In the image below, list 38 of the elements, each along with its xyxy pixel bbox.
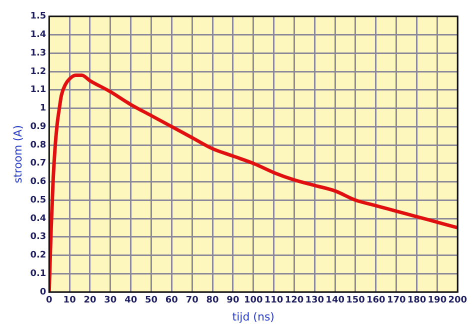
x-tick-label: 50: [144, 296, 158, 306]
x-tick-label: 70: [186, 296, 198, 306]
y-tick-label: 0.4: [30, 214, 46, 224]
y-tick-label: 0.8: [30, 140, 46, 150]
x-tick-label: 160: [366, 296, 386, 306]
x-tick-label: 130: [305, 296, 324, 306]
y-axis-title: stroom (A): [11, 125, 24, 184]
y-tick-label: 0.7: [30, 158, 46, 169]
y-tick-label: 0.2: [30, 250, 46, 261]
x-tick-label: 150: [346, 296, 365, 306]
x-axis-title: tijd (ns): [232, 310, 274, 324]
x-tick-label: 20: [84, 296, 96, 306]
x-tick-label: 10: [63, 296, 76, 306]
y-tick-label: 0.1: [30, 268, 46, 279]
x-tick-label: 200: [448, 296, 468, 306]
y-tick-label: 1.3: [30, 48, 46, 58]
x-tick-label: 120: [284, 296, 304, 306]
y-tick-label: 1.5: [30, 12, 46, 22]
y-tick-label: 1.2: [30, 66, 46, 77]
x-tick-label: 170: [386, 296, 406, 306]
y-tick-label: 0.3: [30, 232, 46, 242]
y-tick-label: 0.6: [30, 177, 46, 188]
y-tick-label: 1.1: [30, 85, 46, 96]
x-tick-label: 90: [226, 296, 240, 306]
x-tick-label: 30: [104, 296, 117, 306]
x-tick-label: 180: [407, 296, 426, 306]
y-tick-label: 0: [40, 287, 46, 298]
x-tick-label: 60: [165, 296, 178, 306]
y-tick-label: 0.9: [30, 122, 46, 132]
y-tick-label: 0.5: [30, 195, 46, 206]
x-tick-label: 40: [124, 296, 138, 306]
y-tick-label: 1.4: [30, 30, 46, 40]
x-tick-label: 140: [326, 296, 344, 306]
x-tick-label: 110: [264, 296, 284, 306]
x-tick-label: 100: [244, 296, 263, 306]
x-tick-label: 80: [206, 296, 219, 306]
y-tick-label: 1: [40, 104, 46, 114]
x-tick-label: 190: [428, 296, 447, 306]
